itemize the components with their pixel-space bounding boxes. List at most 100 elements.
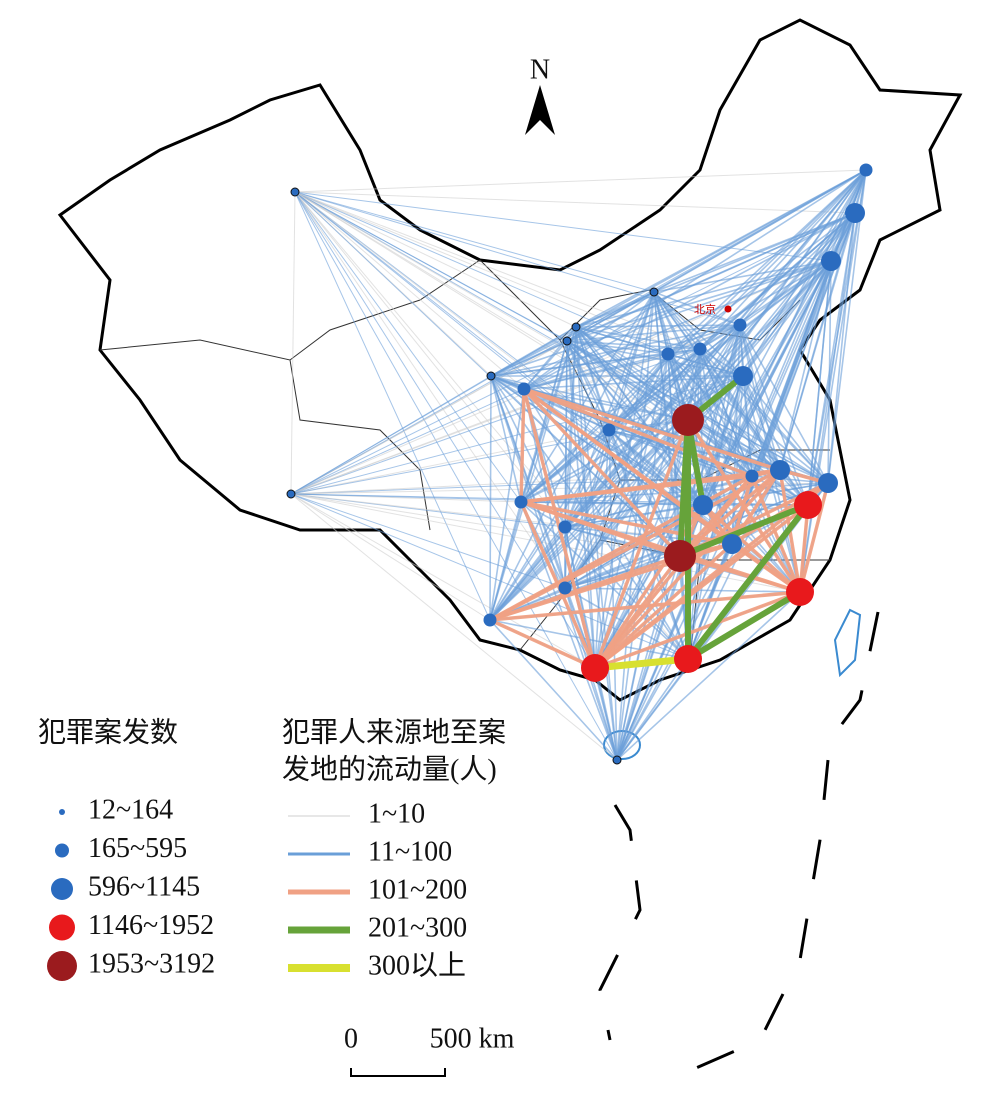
node <box>612 755 622 765</box>
flow-line <box>520 468 781 504</box>
legend-symbol <box>47 951 77 981</box>
flow-line <box>827 169 867 484</box>
flow-line <box>798 482 830 593</box>
node <box>514 495 528 509</box>
flow-line <box>523 353 669 390</box>
flow-line <box>294 191 701 350</box>
flow-line <box>566 260 832 342</box>
flow-line <box>489 482 829 621</box>
flow-line <box>489 501 522 621</box>
legend-label: 101~200 <box>368 874 467 905</box>
flow-line <box>490 375 522 503</box>
flow-line <box>523 260 832 390</box>
north-arrow: N <box>530 54 550 85</box>
flow-line <box>742 375 809 506</box>
flow-line <box>489 468 781 622</box>
node <box>571 322 581 332</box>
flow-line <box>294 191 655 293</box>
node <box>602 423 616 437</box>
node <box>649 287 659 297</box>
flow-line <box>608 375 744 431</box>
legend-label: 11~100 <box>368 836 452 867</box>
flow-line <box>827 212 856 484</box>
flow-line <box>686 589 802 662</box>
node <box>859 163 873 177</box>
node <box>818 473 838 493</box>
scale-label: 0 <box>344 1023 358 1054</box>
node <box>486 371 496 381</box>
flow-line <box>799 212 856 593</box>
flow-line <box>290 493 491 621</box>
flow-line <box>294 191 491 621</box>
flow-line <box>594 291 655 669</box>
flow-line <box>489 375 492 621</box>
flow-line <box>564 419 689 528</box>
flow-line <box>739 212 856 326</box>
flow-line <box>489 388 525 621</box>
node <box>674 645 702 673</box>
flow-line <box>294 191 856 214</box>
node <box>558 581 572 595</box>
nine-dash-line <box>598 611 880 1077</box>
flow-line <box>779 260 832 471</box>
legend-symbol <box>59 809 65 815</box>
node <box>786 578 814 606</box>
flow-line <box>489 348 701 621</box>
flow-line <box>594 260 832 669</box>
legend-title: 犯罪案发数 <box>38 716 178 748</box>
flow-line <box>678 468 782 558</box>
node <box>722 534 742 554</box>
capital-label: 北京 <box>694 302 716 316</box>
flow-line <box>523 324 741 390</box>
flow-line <box>699 348 733 545</box>
legend-title: 发地的流动量(人) <box>282 753 497 785</box>
flow-line <box>593 419 690 669</box>
flow-line <box>294 169 867 193</box>
flow-line <box>294 191 522 503</box>
flow-line <box>687 260 832 421</box>
flow-line <box>489 554 681 622</box>
node <box>821 251 841 271</box>
flow-line <box>594 590 801 670</box>
node <box>770 460 790 480</box>
node <box>845 203 865 223</box>
flow-line <box>290 493 681 557</box>
nodes <box>286 163 873 765</box>
flow-line <box>731 375 744 545</box>
node <box>290 187 300 197</box>
legend-label: 12~164 <box>88 794 173 825</box>
flow-line <box>519 388 526 503</box>
flow-line <box>523 169 867 390</box>
node <box>745 469 759 483</box>
flow-line <box>290 191 296 495</box>
node <box>693 342 707 356</box>
flow-line <box>594 655 689 672</box>
flow-line <box>523 388 689 421</box>
flow-line <box>564 375 744 589</box>
flow-line <box>750 475 802 593</box>
flow-line <box>679 554 801 594</box>
legend-label: 1146~1952 <box>88 910 214 941</box>
node <box>483 613 497 627</box>
flow-line <box>520 260 832 503</box>
node <box>558 520 572 534</box>
flow-line <box>699 260 832 350</box>
node <box>581 654 609 682</box>
node <box>661 347 675 361</box>
flow-line <box>290 493 618 761</box>
flow-line <box>593 554 682 670</box>
node <box>562 336 572 346</box>
flow-line <box>489 429 610 621</box>
legend-symbol <box>49 914 75 941</box>
taiwan <box>833 608 862 678</box>
flow-line <box>294 191 577 328</box>
flow-line <box>687 260 832 660</box>
scale-label: 500 km <box>430 1023 515 1054</box>
flow-line <box>523 212 856 390</box>
flow-line <box>798 504 810 593</box>
flow-line <box>523 291 655 390</box>
node <box>693 495 713 515</box>
flow-line <box>294 191 618 761</box>
legend-label: 596~1145 <box>88 871 200 902</box>
flow-line <box>294 191 566 528</box>
